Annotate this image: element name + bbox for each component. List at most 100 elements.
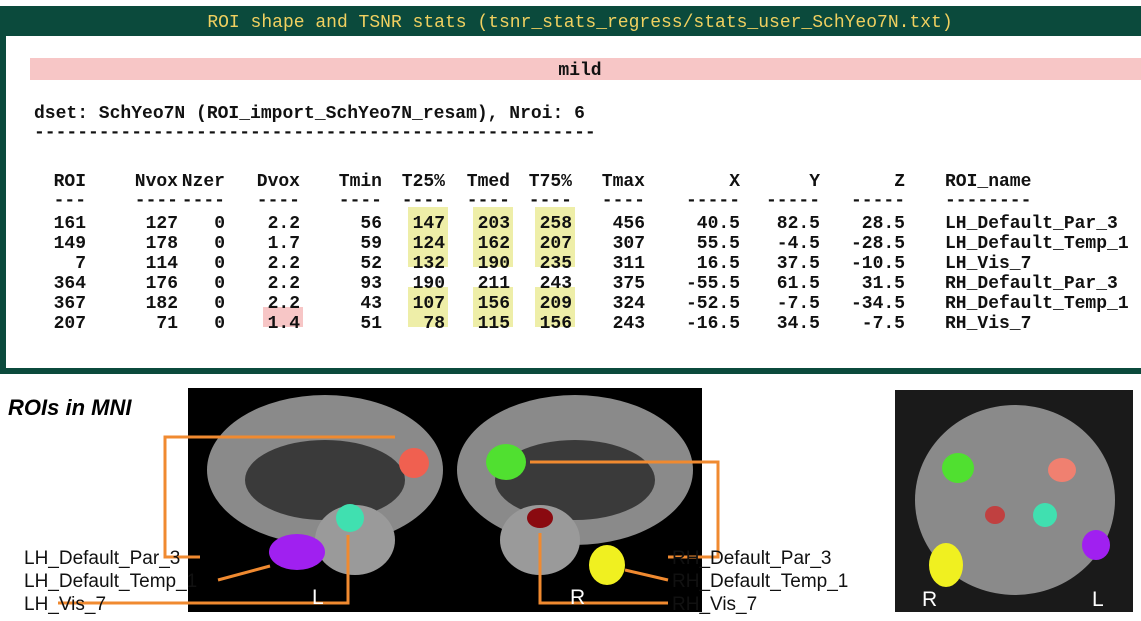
table-header: Tmax — [602, 172, 645, 192]
table-rule: ---- — [402, 191, 445, 211]
table-cell: 43 — [360, 294, 382, 314]
table-cell: 0 — [214, 314, 225, 334]
table-cell: -7.5 — [777, 294, 820, 314]
cell-highlight — [473, 207, 513, 227]
roi-blob — [589, 545, 625, 585]
table-cell: 78 — [423, 314, 445, 334]
roi-label: LH_Default_Par_3 — [24, 548, 180, 569]
table-cell: 190 — [478, 254, 510, 274]
banner-text: mild — [558, 61, 601, 81]
table-cell: -4.5 — [777, 234, 820, 254]
table-cell: 178 — [146, 234, 178, 254]
table-header: Tmin — [339, 172, 382, 192]
roi-blob — [929, 543, 963, 587]
table-cell: 37.5 — [777, 254, 820, 274]
table-cell: 190 — [413, 274, 445, 294]
table-header: ROI_name — [945, 172, 1031, 192]
connector — [163, 435, 395, 559]
table-header: Nvox — [135, 172, 178, 192]
table-cell: 2.2 — [268, 294, 300, 314]
roi-label: LH_Vis_7 — [24, 594, 106, 615]
cell-highlight — [408, 307, 448, 327]
table-cell: 2.2 — [268, 254, 300, 274]
table-cell: 127 — [146, 214, 178, 234]
table-cell: -28.5 — [851, 234, 905, 254]
table-cell: -16.5 — [686, 314, 740, 334]
table-cell: RH_Default_Par_3 — [945, 274, 1118, 294]
roi-blob — [399, 448, 429, 478]
table-header: Z — [894, 172, 905, 192]
table-cell: 207 — [540, 234, 572, 254]
table-cell: -10.5 — [851, 254, 905, 274]
table-cell: 82.5 — [777, 214, 820, 234]
table-header: Dvox — [257, 172, 300, 192]
connector — [217, 564, 271, 582]
table-cell: 375 — [613, 274, 645, 294]
roi-label: LH_Default_Temp_1 — [24, 571, 197, 592]
table-cell: 16.5 — [697, 254, 740, 274]
table-cell: 243 — [613, 314, 645, 334]
roi-label: RH_Default_Temp_1 — [672, 571, 848, 592]
roi-blob — [527, 508, 553, 528]
table-cell: 61.5 — [777, 274, 820, 294]
connector — [624, 568, 669, 582]
table-rule: -------- — [945, 191, 1031, 211]
connector — [530, 460, 720, 559]
roi-blob — [486, 444, 526, 480]
cell-highlight — [408, 247, 448, 267]
table-rule: ---- — [339, 191, 382, 211]
table-cell: -7.5 — [862, 314, 905, 334]
table-cell: 107 — [413, 294, 445, 314]
table-cell: 56 — [360, 214, 382, 234]
table-cell: 209 — [540, 294, 572, 314]
table-cell: 1.4 — [268, 314, 301, 334]
table-cell: -52.5 — [686, 294, 740, 314]
table-cell: 51 — [360, 314, 382, 334]
cell-highlight — [535, 307, 575, 327]
table-rule: ----- — [766, 191, 820, 211]
table-cell: 0 — [214, 234, 225, 254]
connectors — [58, 435, 720, 605]
table-cell: 235 — [540, 254, 572, 274]
cell-highlight — [473, 287, 513, 307]
table-cell: 55.5 — [697, 234, 740, 254]
panel-title: ROI shape and TSNR stats (tsnr_stats_reg… — [207, 13, 952, 33]
table-cell: 2.2 — [268, 214, 300, 234]
table-rule: ---- — [182, 191, 225, 211]
table-cell: 307 — [613, 234, 645, 254]
table-cell: 1.7 — [268, 234, 300, 254]
cell-highlight — [408, 207, 448, 227]
table-header: ROI — [54, 172, 86, 192]
cell-highlight — [535, 247, 575, 267]
table-header: T75% — [529, 172, 572, 192]
side-label: L — [312, 586, 324, 609]
table-cell: 114 — [146, 254, 179, 274]
cell-highlight — [408, 287, 448, 307]
cell-highlight — [263, 307, 303, 327]
brain-right-inner — [495, 440, 655, 520]
figure-heading: ROIs in MNI — [8, 395, 132, 420]
table-cell: 0 — [214, 254, 225, 274]
table-cell: 156 — [478, 294, 510, 314]
table-rule: --- — [54, 191, 86, 211]
roi-blob — [1082, 530, 1110, 560]
table-cell: LH_Vis_7 — [945, 254, 1031, 274]
table-cell: 147 — [413, 214, 445, 234]
table-cell: 161 — [54, 214, 87, 234]
cell-highlight — [535, 207, 575, 227]
table-cell: 258 — [540, 214, 572, 234]
table-cell: 115 — [478, 314, 510, 334]
table-cell: 176 — [146, 274, 178, 294]
table-rule: ---- — [467, 191, 510, 211]
connector — [58, 535, 350, 605]
table-rule: ---- — [529, 191, 572, 211]
table-cell: 203 — [478, 214, 510, 234]
table-cell: 182 — [146, 294, 178, 314]
cerebellum-left — [315, 505, 395, 575]
side-label: R — [570, 586, 585, 609]
table-cell: RH_Default_Temp_1 — [945, 294, 1129, 314]
table-cell: 149 — [54, 234, 86, 254]
table-cell: 71 — [156, 314, 178, 334]
table-cell: 93 — [360, 274, 382, 294]
table-rule: ---- — [257, 191, 300, 211]
